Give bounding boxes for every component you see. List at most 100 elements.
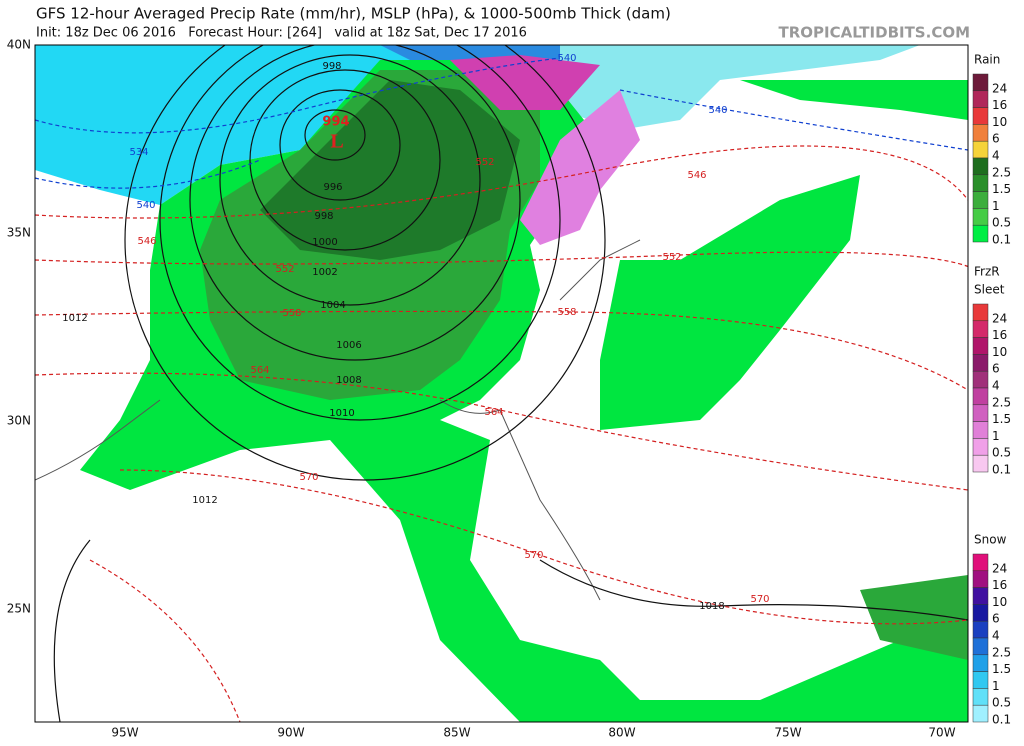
legend-swatch bbox=[972, 654, 989, 672]
legend: Rain241610642.51.510.50.1FrzRSleet241610… bbox=[972, 53, 1011, 727]
legend-label: 16 bbox=[992, 98, 1007, 112]
subtitle: Init: 18z Dec 06 2016 Forecast Hour: [26… bbox=[36, 26, 527, 41]
title: GFS 12-hour Averaged Precip Rate (mm/hr)… bbox=[36, 5, 671, 23]
legend-label: 10 bbox=[992, 595, 1007, 609]
map-frame bbox=[34, 44, 969, 723]
legend-swatch bbox=[972, 604, 989, 622]
thickness-label: 552 bbox=[475, 157, 494, 168]
isobar-label: 1010 bbox=[329, 408, 354, 419]
map: 998 994 L 996 998 1000 1002 1004 1006 10… bbox=[35, 45, 968, 722]
low-symbol: L bbox=[330, 131, 343, 153]
legend-swatch bbox=[972, 174, 989, 192]
thickness-label: 546 bbox=[137, 236, 156, 247]
legend-swatch bbox=[972, 454, 989, 473]
legend-swatch bbox=[972, 73, 989, 92]
legend-label: 1.5 bbox=[992, 662, 1011, 676]
legend-swatch bbox=[972, 404, 989, 422]
legend-swatch bbox=[972, 337, 989, 355]
legend-swatch bbox=[972, 354, 989, 372]
thickness-label: 534 bbox=[129, 147, 148, 158]
legend-swatch bbox=[972, 191, 989, 209]
isobar-label: 1012 bbox=[62, 313, 87, 324]
thickness-label: 540 bbox=[557, 53, 576, 64]
legend-title: Rain bbox=[974, 53, 1000, 67]
legend-label: 6 bbox=[992, 612, 1000, 626]
lon-label: 85W bbox=[443, 726, 470, 740]
isobar-label: 1008 bbox=[336, 375, 361, 386]
legend-label: 1.5 bbox=[992, 412, 1011, 426]
lat-label: 35N bbox=[7, 226, 31, 240]
legend-label: 0.1 bbox=[992, 713, 1011, 727]
isobar-label: 998 bbox=[322, 61, 341, 72]
thickness-label: 564 bbox=[484, 407, 503, 418]
legend-swatch bbox=[972, 124, 989, 142]
legend-swatch bbox=[972, 224, 989, 243]
thickness-label: 552 bbox=[275, 264, 294, 275]
legend-swatch bbox=[972, 370, 989, 389]
thickness-label: 552 bbox=[662, 252, 681, 263]
isobar-label: 1012 bbox=[192, 495, 217, 506]
legend-swatch bbox=[972, 140, 989, 159]
legend-label: 0.1 bbox=[992, 463, 1011, 477]
legend-swatch bbox=[972, 303, 989, 322]
legend-label: 24 bbox=[992, 561, 1007, 575]
legend-swatch bbox=[972, 438, 989, 456]
legend-title: Sleet bbox=[974, 283, 1005, 297]
legend-label: 0.5 bbox=[992, 216, 1011, 230]
legend-label: 0.5 bbox=[992, 446, 1011, 460]
legend-swatch bbox=[972, 620, 989, 639]
legend-label: 1 bbox=[992, 679, 1000, 693]
thickness-label: 570 bbox=[524, 550, 543, 561]
thickness-label: 570 bbox=[299, 472, 318, 483]
legend-label: 6 bbox=[992, 132, 1000, 146]
legend-label: 24 bbox=[992, 81, 1007, 95]
legend-swatch bbox=[972, 637, 989, 656]
thickness-label: 540 bbox=[708, 105, 727, 116]
legend-label: 10 bbox=[992, 115, 1007, 129]
lat-label: 40N bbox=[7, 38, 31, 52]
legend-swatch bbox=[972, 387, 989, 406]
legend-swatch bbox=[972, 208, 989, 226]
legend-label: 4 bbox=[992, 629, 1000, 643]
thickness-label: 558 bbox=[557, 307, 576, 318]
thickness-label: 540 bbox=[136, 200, 155, 211]
legend-label: 6 bbox=[992, 362, 1000, 376]
legend-label: 2.5 bbox=[992, 395, 1011, 409]
thickness-label: 570 bbox=[750, 594, 769, 605]
legend-swatch bbox=[972, 704, 989, 723]
lon-label: 90W bbox=[277, 726, 304, 740]
lon-label: 70W bbox=[928, 726, 955, 740]
lat-label: 30N bbox=[7, 414, 31, 428]
legend-label: 4 bbox=[992, 379, 1000, 393]
legend-label: 1.5 bbox=[992, 182, 1011, 196]
legend-swatch bbox=[972, 421, 989, 439]
isobar-label: 1006 bbox=[336, 340, 361, 351]
legend-label: 2.5 bbox=[992, 165, 1011, 179]
thickness-label: 564 bbox=[250, 365, 269, 376]
isobar-label: 1004 bbox=[320, 300, 345, 311]
lon-label: 80W bbox=[608, 726, 635, 740]
legend-swatch bbox=[972, 553, 989, 572]
legend-label: 1 bbox=[992, 429, 1000, 443]
legend-label: 24 bbox=[992, 311, 1007, 325]
legend-swatch bbox=[972, 107, 989, 125]
axes: 40N 35N 30N 25N 95W 90W 85W 80W 75W 70W bbox=[7, 38, 956, 740]
legend-title: Snow bbox=[974, 533, 1007, 547]
legend-swatch bbox=[972, 157, 989, 176]
site: TROPICALTIDBITS.COM bbox=[779, 24, 971, 42]
legend-label: 0.5 bbox=[992, 696, 1011, 710]
low-pressure: 994 bbox=[322, 115, 349, 130]
legend-swatch bbox=[972, 671, 989, 689]
legend-swatch bbox=[972, 320, 989, 338]
legend-swatch bbox=[972, 570, 989, 588]
isobar-label: 996 bbox=[323, 182, 342, 193]
legend-swatch bbox=[972, 90, 989, 108]
thickness-label: 546 bbox=[687, 170, 706, 181]
legend-title: FrzR bbox=[974, 265, 1000, 279]
legend-label: 1 bbox=[992, 199, 1000, 213]
isobar-label: 1000 bbox=[312, 237, 337, 248]
legend-label: 16 bbox=[992, 578, 1007, 592]
isobar-label: 998 bbox=[314, 211, 333, 222]
lon-label: 75W bbox=[774, 726, 801, 740]
